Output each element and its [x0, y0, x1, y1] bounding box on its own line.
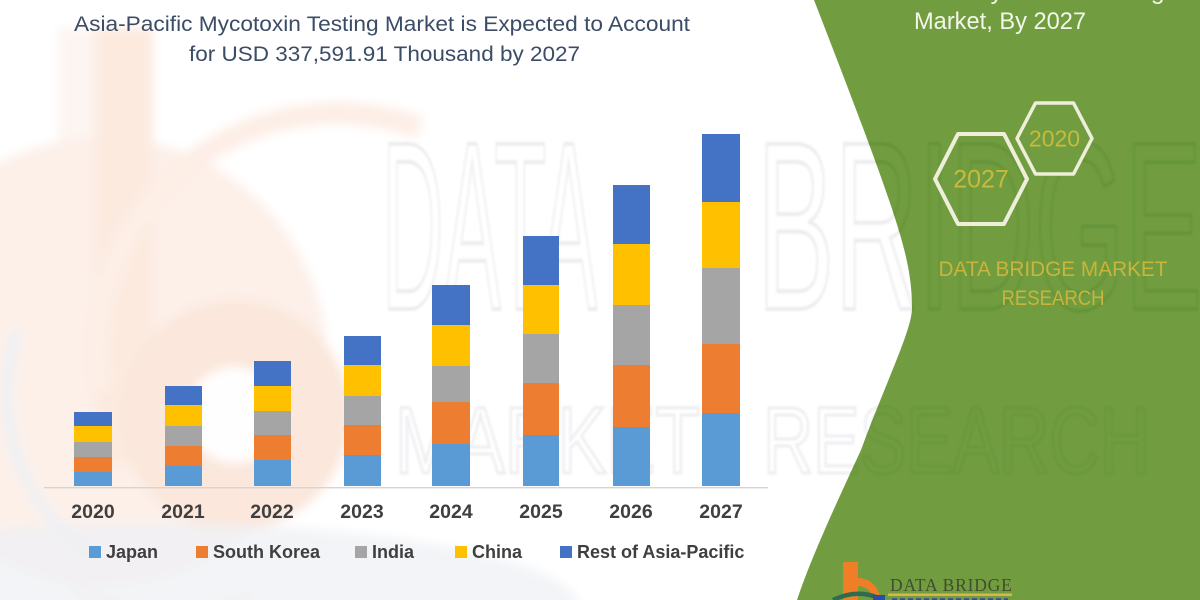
- svg-text:for USD 337,591.91 Thousand by: for USD 337,591.91 Thousand by 2027: [189, 43, 580, 66]
- svg-text:2020: 2020: [71, 501, 115, 523]
- svg-text:Rest of Asia-Pacific: Rest of Asia-Pacific: [577, 542, 744, 562]
- svg-text:2022: 2022: [250, 501, 294, 523]
- svg-text:2026: 2026: [609, 501, 653, 523]
- svg-text:Asia-Pacific Mycotoxin Testing: Asia-Pacific Mycotoxin Testing: [835, 0, 1164, 5]
- svg-text:DATA BRIDGE MARKET: DATA BRIDGE MARKET: [939, 257, 1168, 281]
- svg-text:2027: 2027: [699, 501, 742, 523]
- svg-text:South Korea: South Korea: [213, 542, 321, 562]
- svg-text:2020: 2020: [1029, 126, 1080, 152]
- svg-text:2027: 2027: [953, 166, 1009, 194]
- svg-text:2025: 2025: [519, 501, 563, 523]
- svg-text:2021: 2021: [161, 501, 205, 523]
- svg-text:DATA BRIDGE: DATA BRIDGE: [890, 575, 1013, 595]
- svg-text:Japan: Japan: [106, 542, 158, 562]
- svg-text:Market, By 2027: Market, By 2027: [914, 8, 1086, 35]
- svg-text:2023: 2023: [340, 501, 384, 523]
- svg-text:India: India: [372, 542, 415, 562]
- svg-text:China: China: [472, 542, 523, 562]
- svg-text:RESEARCH: RESEARCH: [1002, 286, 1105, 310]
- svg-text:DATA: DATA: [382, 92, 597, 360]
- svg-text:2024: 2024: [429, 501, 473, 523]
- svg-text:Asia-Pacific Mycotoxin Testing: Asia-Pacific Mycotoxin Testing Market is…: [74, 13, 690, 36]
